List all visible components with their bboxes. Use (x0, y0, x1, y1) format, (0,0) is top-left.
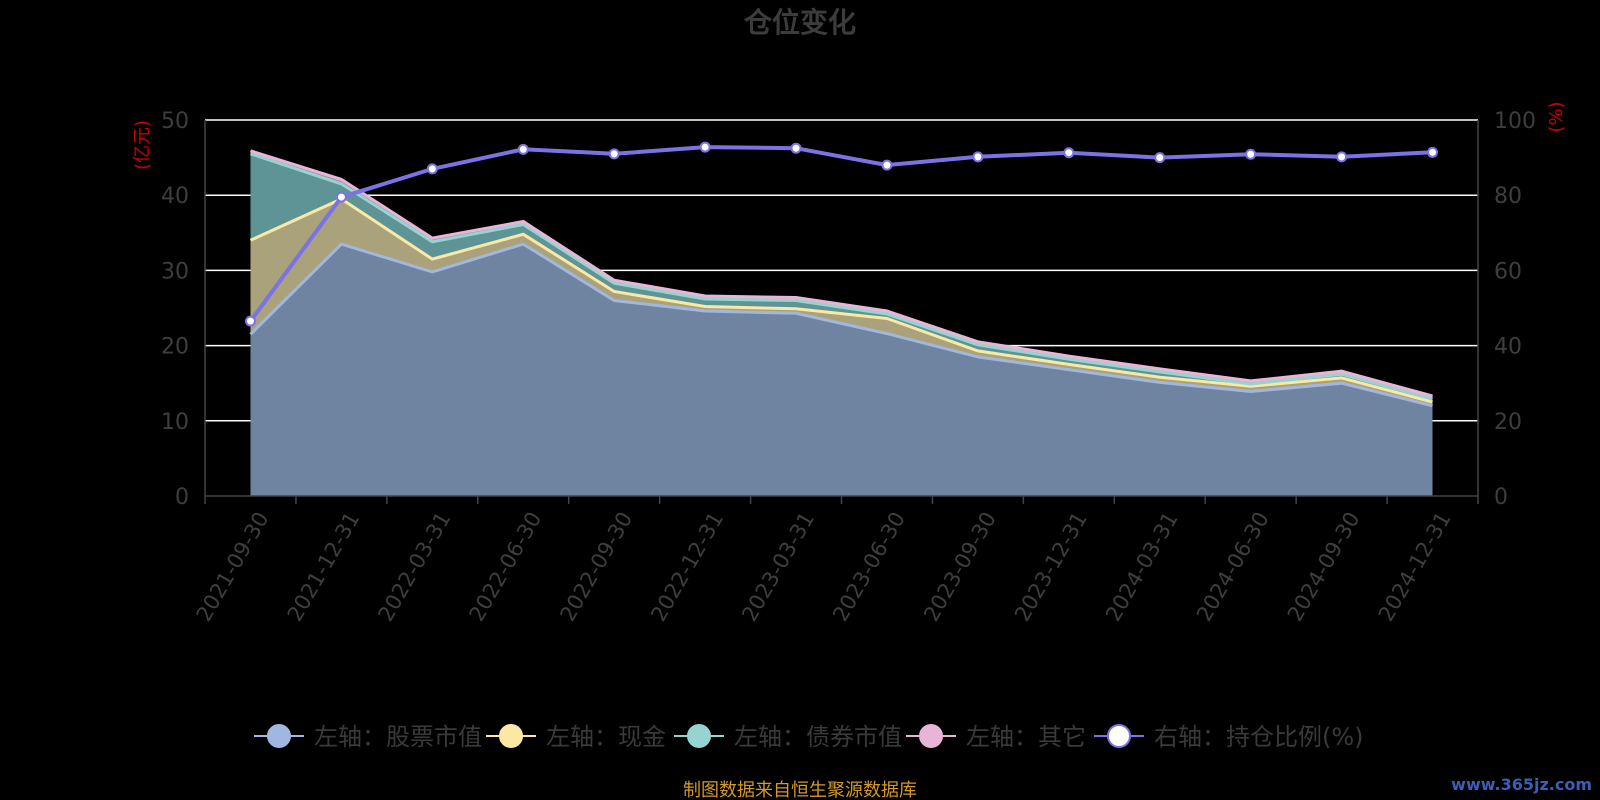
ratio-point (426, 163, 438, 175)
series-line-3 (250, 149, 1433, 398)
ratio-point (1245, 148, 1257, 160)
legend-marker (499, 724, 523, 748)
ratio-point (881, 159, 893, 171)
legend-item-2: 左轴：债券市值 (674, 723, 902, 751)
y-left-tick-label: 30 (161, 259, 189, 284)
x-tick-label: 2023-03-31 (737, 508, 819, 626)
legend-item-1: 左轴：现金 (486, 723, 666, 751)
y-right-tick-label: 60 (1494, 259, 1522, 284)
y-right-tick-label: 40 (1494, 335, 1522, 360)
legend-item-4: 右轴：持仓比例(%) (1094, 723, 1364, 751)
x-tick-label: 2024-12-31 (1374, 508, 1456, 626)
x-tick-label: 2021-09-30 (192, 508, 274, 626)
y-left-tick-label: 20 (161, 335, 189, 360)
legend-label: 左轴：债券市值 (734, 723, 902, 751)
series-line-2 (250, 152, 1433, 401)
y-left-tick-label: 50 (161, 109, 189, 134)
x-tick-label: 2021-12-31 (283, 508, 365, 626)
y-tick-labels: 0 10 20 30 40 50 0 20 40 60 80 100 (161, 109, 1536, 510)
y-left-unit: (亿元) (132, 120, 153, 170)
legend-label: 右轴：持仓比例(%) (1154, 723, 1364, 751)
series-line-1 (249, 197, 1433, 404)
y-right-tick-label: 80 (1494, 184, 1522, 209)
x-tick-label: 2024-03-31 (1101, 508, 1183, 626)
legend-label: 左轴：股票市值 (314, 723, 482, 751)
x-tick-label: 2023-09-30 (919, 508, 1001, 626)
ratio-point (1427, 146, 1439, 158)
legend-marker (687, 724, 711, 748)
source-note: 制图数据来自恒生聚源数据库 (683, 780, 917, 800)
y-right-unit: (%) (1546, 101, 1567, 132)
x-tick-labels: 2021-09-30 2021-12-31 2022-03-31 2022-06-30… (192, 508, 1456, 626)
legend-item-0: 左轴：股票市值 (254, 723, 482, 751)
legend-marker (919, 724, 943, 748)
area-1 (250, 199, 1433, 406)
x-tick-label: 2022-03-31 (374, 508, 456, 626)
x-tick-label: 2022-06-30 (465, 508, 547, 626)
ratio-line (248, 145, 1433, 323)
legend: 左轴：股票市值 左轴：现金 左轴：债券市值 左轴：其它 右轴：持仓比例(%) (254, 723, 1364, 751)
y-left-tick-label: 0 (175, 485, 189, 510)
y-right-tick-label: 100 (1494, 109, 1536, 134)
watermark: www.365jz.com (1451, 775, 1592, 794)
ratio-point (517, 143, 529, 155)
x-tick-label: 2023-06-30 (828, 508, 910, 626)
ratio-point (1336, 151, 1348, 163)
ratio-point (608, 148, 620, 160)
legend-label: 左轴：其它 (966, 723, 1086, 751)
y-left-tick-label: 10 (161, 410, 189, 435)
y-right-tick-label: 20 (1494, 410, 1522, 435)
legend-item-3: 左轴：其它 (906, 723, 1086, 751)
ratio-point (1154, 152, 1166, 164)
ratio-points (244, 141, 1439, 327)
ratio-point (244, 315, 256, 327)
ratio-point (972, 151, 984, 163)
legend-marker (1107, 724, 1131, 748)
x-tick-label: 2024-06-30 (1192, 508, 1274, 626)
legend-marker (267, 724, 291, 748)
ratio-point (790, 142, 802, 154)
series-line-0 (249, 242, 1433, 408)
axes (204, 120, 1479, 504)
legend-label: 左轴：现金 (546, 723, 666, 751)
area-0 (250, 244, 1433, 496)
ratio-point (699, 141, 711, 153)
x-tick-label: 2023-12-31 (1010, 508, 1092, 626)
chart-title: 仓位变化 (744, 6, 856, 39)
ratio-point (1063, 147, 1075, 159)
x-tick-label: 2024-09-30 (1283, 508, 1365, 626)
y-left-tick-label: 40 (161, 184, 189, 209)
y-right-tick-label: 0 (1494, 485, 1508, 510)
x-tick-label: 2022-12-31 (646, 508, 728, 626)
ratio-point (335, 191, 347, 203)
series-lines (248, 145, 1433, 408)
x-tick-label: 2022-09-30 (555, 508, 637, 626)
